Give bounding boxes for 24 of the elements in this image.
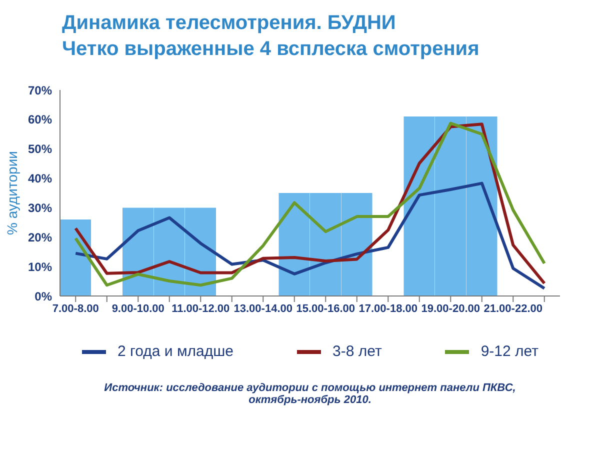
y-tick-label: 20% bbox=[28, 230, 52, 244]
x-tick-label: 11.00-12.00 bbox=[172, 302, 230, 315]
y-tick-label: 30% bbox=[28, 200, 52, 215]
legend-label: 9-12 лет bbox=[480, 343, 538, 360]
legend-label: 2 года и младше bbox=[118, 343, 234, 360]
x-tick-label: 9.00-10.00 bbox=[112, 302, 164, 315]
y-axis-title: % аудитории bbox=[4, 151, 20, 235]
y-tick-label: 50% bbox=[28, 142, 52, 156]
x-tick-label: 17.00-18.00 bbox=[358, 302, 418, 315]
chart-subtitle: Четко выраженные 4 всплеска смотрения bbox=[62, 37, 480, 62]
legend-label: 3-8 лет bbox=[332, 343, 382, 360]
text: Источник: исследование аудитории с помощью интернет панели ПКВС, октябрь-ноябрь 2010. bbox=[103, 382, 517, 406]
x-tick-label: 7.00-8.00 bbox=[52, 302, 99, 315]
y-tick-label: 10% bbox=[28, 260, 52, 274]
x-tick-label: 21.00-22.00 bbox=[484, 302, 542, 315]
x-tick-label: 15.00-16.00 bbox=[296, 302, 355, 315]
chart-title: Динамика телесмотрения. БУДНИ bbox=[62, 11, 397, 36]
x-tick-label: 19.00-20.00 bbox=[421, 302, 480, 315]
y-tick-label: 70% bbox=[28, 83, 52, 98]
x-tick-label: 13.00-14.00 bbox=[234, 302, 292, 315]
y-tick-label: 40% bbox=[28, 172, 52, 186]
line-series bbox=[74, 182, 546, 290]
y-tick-label: 0% bbox=[34, 289, 52, 304]
y-tick-label: 60% bbox=[28, 112, 52, 127]
